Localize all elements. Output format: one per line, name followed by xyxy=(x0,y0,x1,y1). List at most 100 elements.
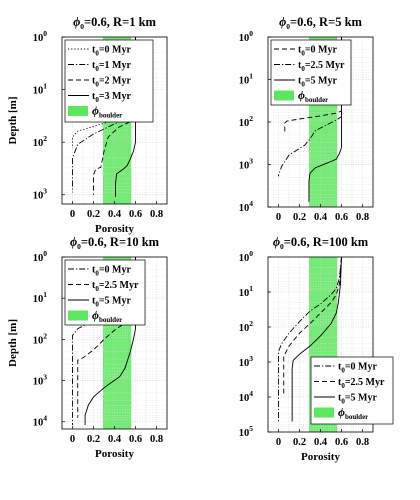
y-tick-exponent: 3 xyxy=(43,187,47,196)
y-tick-label: 101 xyxy=(239,284,254,299)
y-tick-exponent: 3 xyxy=(249,157,253,166)
x-tick-label: 0.6 xyxy=(129,434,142,445)
x-tick-label: 0 xyxy=(70,209,75,220)
y-tick-label: 102 xyxy=(33,331,48,346)
legend-entry: t0=0 Myr xyxy=(92,265,131,278)
x-tick-label: 0.6 xyxy=(335,437,348,448)
y-tick-exponent: 0 xyxy=(43,29,47,38)
y-tick-exponent: 3 xyxy=(249,354,253,363)
y-tick-label: 103 xyxy=(239,354,254,369)
x-tick-label: 0.8 xyxy=(150,434,163,445)
y-tick-exponent: 2 xyxy=(43,331,47,340)
y-tick-exponent: 2 xyxy=(249,319,253,328)
series-line-3 xyxy=(84,257,136,426)
legend-boulder-swatch xyxy=(68,106,88,116)
y-tick-label: 104 xyxy=(239,389,254,404)
y-tick-exponent: 0 xyxy=(249,249,253,258)
legend-boulder-entry: ϕboulder xyxy=(92,308,122,324)
y-tick-label: 100 xyxy=(239,249,254,264)
y-tick-label: 102 xyxy=(239,114,254,129)
y-tick-label: 102 xyxy=(33,134,48,149)
legend-boulder-swatch xyxy=(314,407,334,418)
y-tick-exponent: 1 xyxy=(249,72,253,81)
panel-title: ϕ0=0.6, R=5 km xyxy=(279,15,362,31)
y-tick-exponent: 2 xyxy=(249,114,253,123)
x-tick-label: 0.2 xyxy=(87,209,100,220)
x-tick-label: 0 xyxy=(276,212,281,223)
x-axis-label: Porosity xyxy=(95,448,134,460)
y-tick-exponent: 1 xyxy=(43,290,47,299)
title-phi: ϕ xyxy=(279,15,286,29)
y-tick-label: 100 xyxy=(239,29,254,44)
x-tick-label: 0.4 xyxy=(108,434,122,445)
y-axis-label: Depth [m] xyxy=(7,319,19,367)
legend-entry: t0=0 Myr xyxy=(92,45,131,58)
title-subscript: 0 xyxy=(280,242,284,251)
series-line-2 xyxy=(72,37,136,193)
x-tick-label: 0.2 xyxy=(293,437,306,448)
x-tick-label: 0.8 xyxy=(356,212,369,223)
x-tick-label: 0.4 xyxy=(314,437,328,448)
y-tick-label: 103 xyxy=(239,157,254,172)
y-tick-label: 100 xyxy=(33,29,48,44)
y-axis-label: Depth [m] xyxy=(7,97,19,145)
x-tick-label: 0.4 xyxy=(108,209,122,220)
x-axis-label: Porosity xyxy=(95,223,134,235)
legend-entry: t0=5 Myr xyxy=(298,76,337,89)
y-tick-exponent: 4 xyxy=(249,199,253,208)
legend-entry: t0=2.5 Myr xyxy=(92,280,139,293)
legend-entry: t0=3 Myr xyxy=(92,91,131,104)
y-tick-label: 104 xyxy=(33,414,48,429)
legend-boulder-entry: ϕboulder xyxy=(92,104,122,120)
title-subscript: 0 xyxy=(80,22,84,31)
y-tick-exponent: 1 xyxy=(43,82,47,91)
title-subscript: 0 xyxy=(286,22,290,31)
y-tick-exponent: 3 xyxy=(43,373,47,382)
legend-entry: t0=1 Myr xyxy=(92,60,131,73)
y-tick-label: 104 xyxy=(239,199,254,214)
series-line-3 xyxy=(308,37,342,202)
x-tick-label: 0.8 xyxy=(150,209,163,220)
title-subscript: 0 xyxy=(77,242,81,251)
y-tick-exponent: 2 xyxy=(43,134,47,143)
legend-boulder-entry: ϕboulder xyxy=(338,405,368,421)
y-tick-label: 103 xyxy=(33,373,48,388)
title-text: =0.6, R=5 km xyxy=(290,15,362,29)
y-tick-label: 101 xyxy=(239,72,254,87)
title-text: =0.6, R=1 km xyxy=(84,15,156,29)
series-line-3 xyxy=(291,257,342,422)
title-phi: ϕ xyxy=(273,235,280,249)
legend-boulder-swatch xyxy=(68,310,88,321)
x-tick-label: 0 xyxy=(276,437,281,448)
y-tick-exponent: 4 xyxy=(43,414,47,423)
x-tick-label: 0.6 xyxy=(129,209,142,220)
legend-entry: t0=2.5 Myr xyxy=(298,60,345,73)
y-tick-label: 100 xyxy=(33,249,48,264)
legend-boulder-swatch xyxy=(274,90,294,101)
x-tick-label: 0.8 xyxy=(356,437,369,448)
legend-entry: t0=5 Myr xyxy=(92,296,131,309)
y-tick-exponent: 5 xyxy=(249,424,253,433)
legend-entry: t0=2 Myr xyxy=(92,76,131,89)
x-tick-label: 0.4 xyxy=(314,212,328,223)
title-text: =0.6, R=10 km xyxy=(81,235,160,249)
legend-boulder-entry: ϕboulder xyxy=(298,88,328,104)
y-tick-label: 105 xyxy=(239,424,254,439)
title-phi: ϕ xyxy=(73,15,80,29)
y-tick-label: 102 xyxy=(239,319,254,334)
panel-title: ϕ0=0.6, R=100 km xyxy=(273,235,369,251)
panel-title: ϕ0=0.6, R=1 km xyxy=(73,15,156,31)
title-phi: ϕ xyxy=(70,235,77,249)
title-text: =0.6, R=100 km xyxy=(284,235,369,249)
x-tick-label: 0.2 xyxy=(87,434,100,445)
series-line-4 xyxy=(115,37,136,197)
legend-entry: t0=2.5 Myr xyxy=(338,377,385,390)
